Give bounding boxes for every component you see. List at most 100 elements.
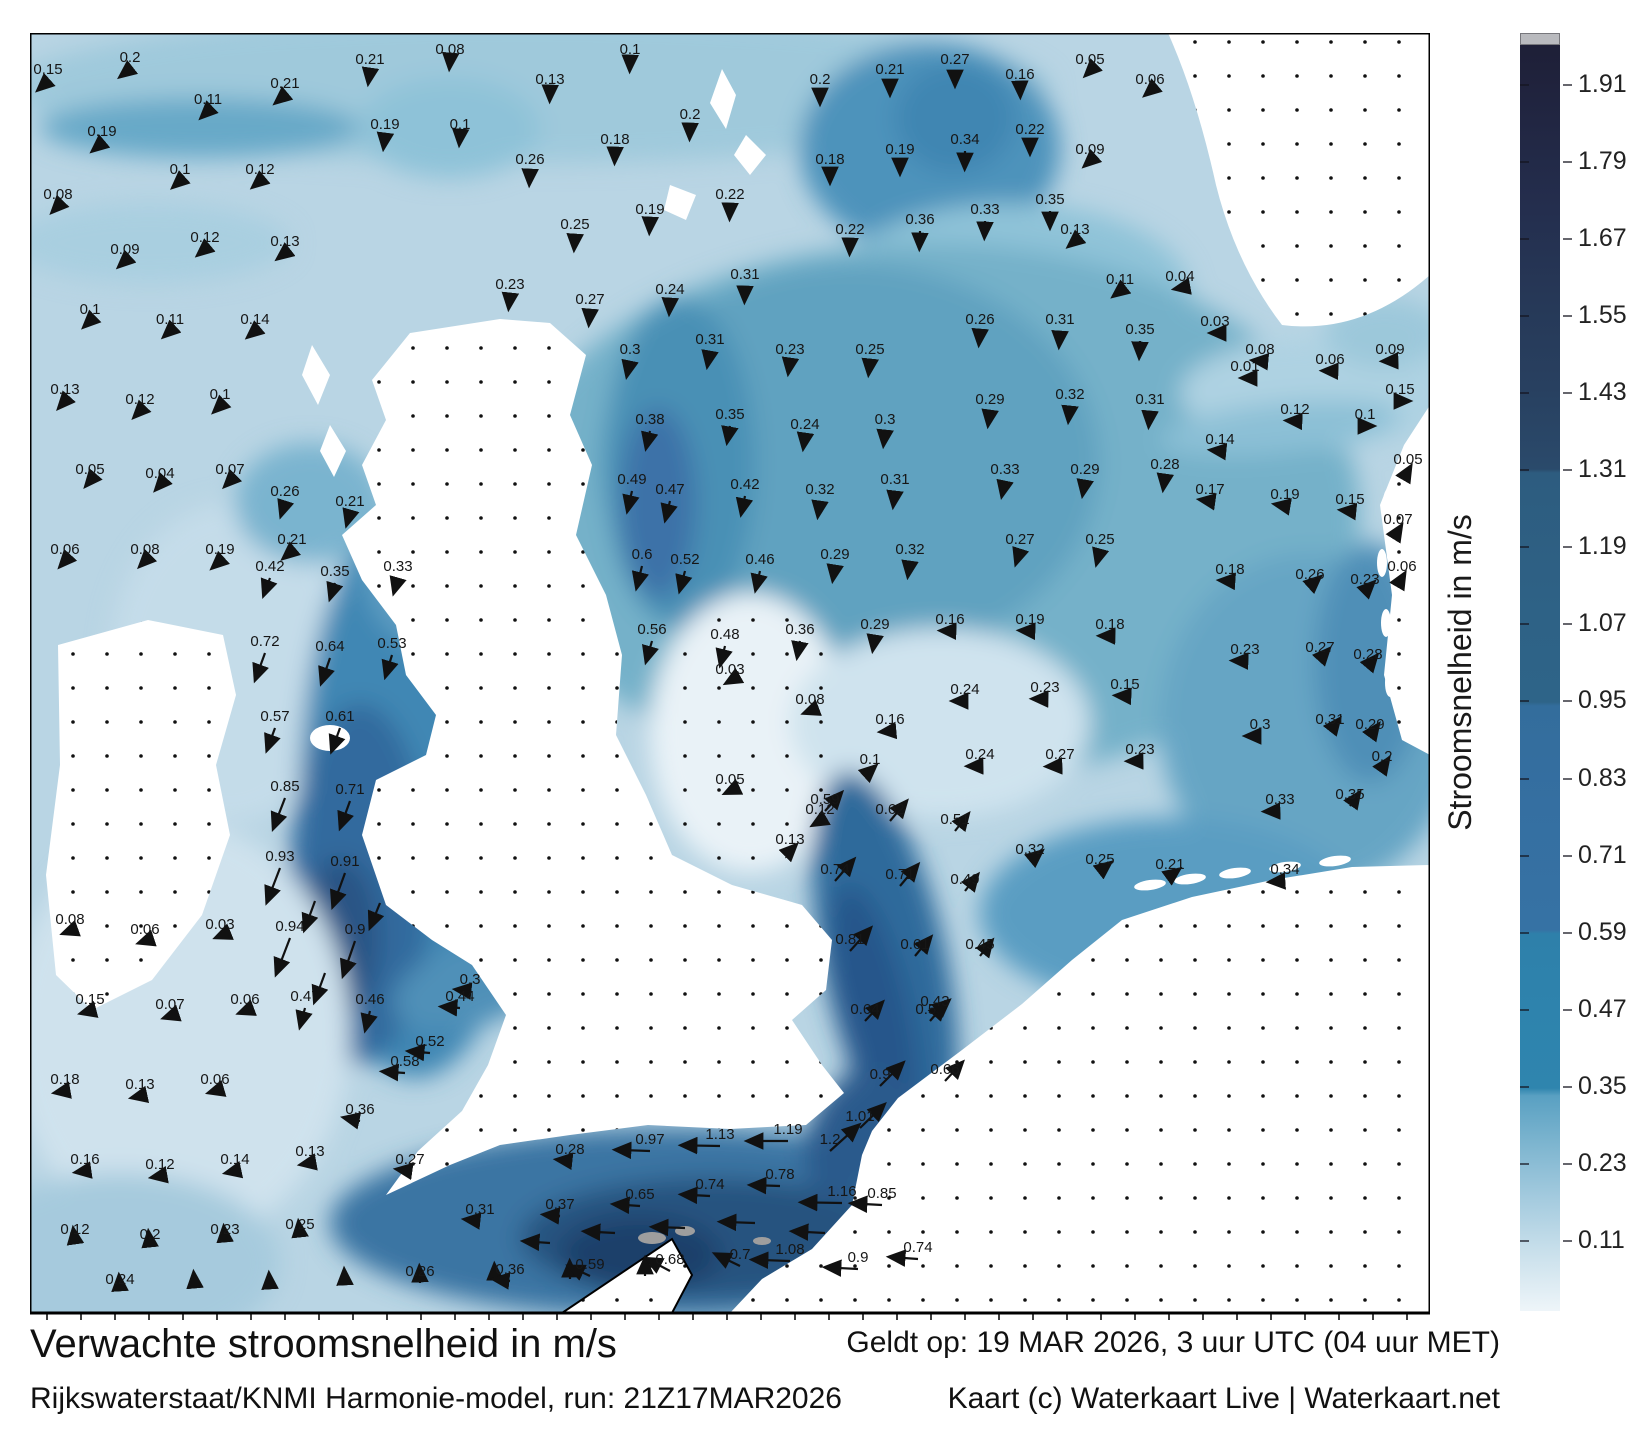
current-arrow [911,230,929,253]
colorbar-tick-label: 0.11 [1578,1226,1625,1255]
colorbar-tick-mark [1563,1086,1572,1089]
current-arrow [81,309,102,330]
current-arrow [580,1223,616,1242]
colorbar-tick-mark [1520,854,1529,857]
current-speed-value: 1.19 [773,1121,802,1138]
current-arrow [277,498,295,520]
current-speed-value: 0.19 [885,141,914,158]
current-speed-value: 0.32 [1055,386,1084,403]
current-speed-value: 0.12 [245,161,274,178]
current-speed-value: 0.42 [730,476,759,493]
current-speed-value: 0.26 [405,1263,434,1280]
current-speed-value: 0.45 [965,936,994,953]
current-arrow [566,233,584,254]
current-speed-value: 0.35 [1335,786,1364,803]
current-arrow [1270,498,1292,516]
current-arrow [270,797,288,833]
current-arrow [59,919,81,937]
current-arrow [57,548,78,570]
current-speed-value: 0.31 [695,331,724,348]
current-speed-value: 0.04 [1165,268,1194,285]
current-speed-value: 0.19 [205,541,234,558]
current-arrow [411,1262,429,1284]
current-arrow [249,170,271,190]
current-arrow [1076,478,1094,500]
current-arrow [721,425,739,447]
current-arrow [746,1176,781,1195]
current-arrow [115,249,137,270]
current-speed-value: 1.01 [845,1108,874,1125]
current-speed-value: 0.29 [820,546,849,563]
current-speed-value: 0.1 [1355,406,1376,423]
current-speed-value: 0.1 [170,161,191,178]
current-speed-value: 0.25 [1085,851,1114,868]
current-arrow [809,809,831,828]
current-speed-value: 0.32 [895,541,924,558]
current-speed-value: 0.1 [210,386,231,403]
current-speed-value: 0.47 [290,988,319,1005]
current-arrow [1170,277,1192,295]
current-arrow [677,1186,711,1205]
current-arrow [361,66,380,88]
current-speed-value: 0.23 [210,1221,239,1238]
current-arrow [876,428,894,450]
current-speed-value: 0.14 [1205,431,1234,448]
colorbar-tick-mark [1520,83,1529,86]
current-arrow [389,575,407,597]
current-arrow [661,297,680,318]
current-speed-value: 0.64 [850,1001,879,1018]
current-speed-value: 0.27 [940,51,969,68]
current-speed-value: 0.81 [835,931,864,948]
current-speed-value: 0.19 [1270,486,1299,503]
current-speed-value: 0.05 [75,461,104,478]
current-speed-value: 0.33 [1265,791,1294,808]
colorbar-tick-mark [1563,314,1572,317]
current-speed-value: 0.11 [1106,271,1134,288]
current-speed-value: 0.19 [87,123,116,140]
current-arrow [50,1081,72,1099]
current-arrow [404,1043,431,1062]
current-arrow [1065,229,1087,249]
land-shetland [710,69,766,175]
current-speed-value: 0.06 [1387,558,1416,575]
colorbar-tick-label: 1.91 [1578,69,1627,98]
current-arrow [876,721,898,740]
colorbar-tick-mark [1520,546,1529,549]
current-speed-value: 0.16 [1005,66,1034,83]
current-speed-value: 0.09 [110,241,139,258]
current-speed-value: 0.08 [130,541,159,558]
current-speed-value: 0.27 [1005,531,1034,548]
current-speed-value: 0.2 [680,106,701,123]
current-speed-value: 0.09 [1075,141,1104,158]
current-speed-value: 0.46 [355,991,384,1008]
copyright-credit: Kaart (c) Waterkaart Live | Waterkaart.n… [947,1382,1500,1415]
current-arrow [621,358,639,381]
current-arrow [886,489,904,511]
current-speed-value: 0.2 [1372,748,1393,765]
current-arrow [1024,848,1045,869]
current-arrow [1206,442,1228,461]
current-arrow [748,1251,791,1270]
current-arrow [791,640,809,662]
current-speed-value: 0.36 [785,621,814,638]
current-speed-value: 0.47 [655,481,684,498]
current-arrow [117,59,139,80]
current-speed-value: 0.04 [145,465,174,482]
current-speed-value: 0.9 [848,1249,869,1266]
current-arrow [489,1272,511,1290]
current-arrow [141,1227,159,1249]
current-arrow [1012,546,1030,568]
current-arrow [735,495,754,518]
current-arrow [899,861,921,887]
current-arrow [581,307,599,329]
current-arrow [209,550,230,571]
colorbar-tick-mark [1520,392,1529,395]
current-speed-value: 0.29 [1070,461,1099,478]
current-speed-value: 1.13 [705,1126,734,1143]
current-speed-value: 0.29 [975,391,1004,408]
current-speed-value: 0.19 [635,201,664,218]
current-speed-value: 0.3 [1250,716,1271,733]
current-speed-value: 0.9 [870,1066,891,1083]
current-arrow [716,1213,756,1232]
current-arrow [834,856,857,882]
